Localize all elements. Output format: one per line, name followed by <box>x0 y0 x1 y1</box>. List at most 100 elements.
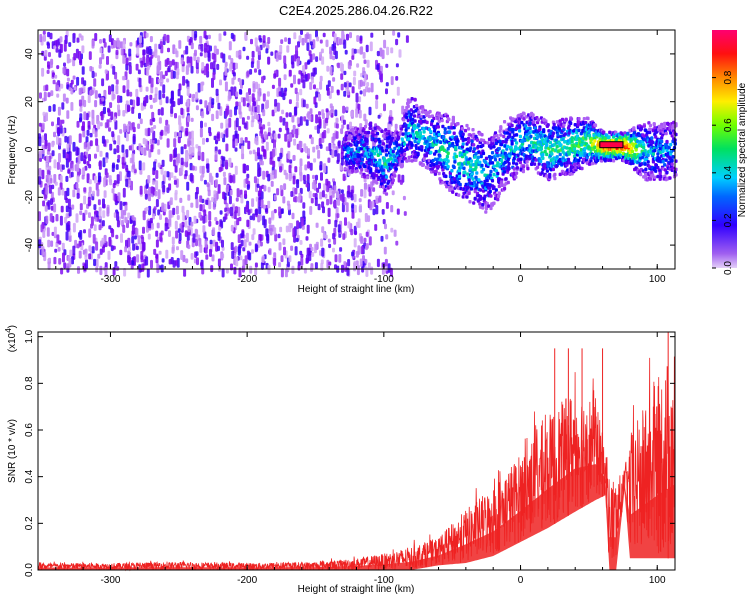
signal-cell <box>533 126 537 130</box>
signal-cell <box>473 189 477 194</box>
figure-title: C2E4.2025.286.04.26.R22 <box>279 3 433 18</box>
noise-cell <box>96 144 100 153</box>
signal-cell <box>476 155 480 160</box>
noise-cell <box>138 77 142 88</box>
signal-cell <box>525 160 529 164</box>
signal-cell <box>462 166 466 170</box>
noise-cell <box>104 267 108 277</box>
signal-cell <box>646 153 650 157</box>
noise-cell <box>200 81 204 92</box>
noise-cell <box>106 207 110 217</box>
noise-cell <box>45 215 49 224</box>
noise-cell <box>94 130 98 138</box>
noise-cell <box>259 234 263 241</box>
noise-cell <box>127 106 131 112</box>
noise-cell <box>212 203 216 210</box>
noise-cell <box>93 175 97 184</box>
signal-cell <box>481 143 485 148</box>
noise-cell <box>173 138 177 148</box>
noise-cell <box>215 88 219 96</box>
noise-cell <box>138 112 141 119</box>
signal-cell <box>515 141 519 145</box>
noise-cell <box>177 98 181 106</box>
noise-cell <box>372 140 376 149</box>
noise-cell <box>165 249 169 259</box>
noise-cell <box>353 193 357 203</box>
noise-cell <box>72 189 76 198</box>
noise-cell <box>213 45 217 54</box>
signal-cell <box>412 123 416 128</box>
noise-cell <box>38 133 41 139</box>
noise-cell <box>330 85 334 93</box>
noise-cell <box>244 255 248 266</box>
noise-cell <box>248 95 252 104</box>
signal-cell <box>467 178 471 182</box>
signal-cell <box>467 191 471 195</box>
noise-cell <box>64 216 68 224</box>
noise-cell <box>54 248 58 253</box>
signal-cell <box>569 121 573 126</box>
noise-cell <box>89 140 93 147</box>
signal-cell <box>538 127 542 131</box>
noise-cell <box>64 35 68 44</box>
noise-cell <box>350 110 354 117</box>
noise-cell <box>139 118 143 125</box>
noise-cell <box>356 35 360 42</box>
signal-cell <box>397 143 401 147</box>
signal-cell <box>372 152 377 156</box>
noise-cell <box>100 240 103 247</box>
noise-cell <box>359 123 363 129</box>
noise-cell <box>303 143 307 152</box>
noise-cell <box>235 197 239 202</box>
signal-cell <box>451 190 455 194</box>
signal-cell <box>477 178 481 182</box>
signal-cell <box>473 154 477 159</box>
noise-cell <box>201 62 205 71</box>
noise-cell <box>70 79 74 85</box>
noise-cell <box>273 257 277 267</box>
noise-cell <box>101 97 105 102</box>
noise-cell <box>174 61 178 71</box>
noise-cell <box>254 68 257 73</box>
noise-cell <box>278 242 282 251</box>
noise-cell <box>206 44 210 54</box>
signal-cell <box>651 140 655 145</box>
noise-cell <box>300 257 304 266</box>
noise-cell <box>399 179 403 185</box>
noise-cell <box>220 122 224 129</box>
noise-cell <box>72 222 76 233</box>
noise-cell <box>154 49 158 58</box>
noise-cell <box>75 146 79 156</box>
noise-cell <box>291 115 295 123</box>
noise-cell <box>395 240 399 246</box>
noise-cell <box>206 182 210 188</box>
noise-cell <box>257 147 260 157</box>
noise-cell <box>396 86 400 96</box>
noise-cell <box>283 90 287 97</box>
noise-cell <box>158 117 162 124</box>
noise-cell <box>199 165 203 174</box>
noise-cell <box>318 111 321 116</box>
noise-cell <box>58 49 62 58</box>
signal-cell <box>488 189 492 194</box>
signal-cell <box>437 119 441 124</box>
noise-cell <box>304 164 308 171</box>
noise-cell <box>180 157 184 166</box>
noise-cell <box>149 56 153 66</box>
noise-cell <box>254 37 258 47</box>
signal-cell <box>400 137 404 141</box>
noise-cell <box>303 180 307 185</box>
noise-cell <box>117 135 121 146</box>
noise-cell <box>229 63 233 72</box>
noise-cell <box>127 212 131 219</box>
noise-cell <box>226 105 230 115</box>
noise-cell <box>152 213 155 220</box>
noise-cell <box>247 140 251 150</box>
noise-cell <box>381 49 385 60</box>
noise-cell <box>103 177 107 188</box>
signal-cell <box>465 195 469 199</box>
signal-cell <box>584 121 588 125</box>
noise-cell <box>185 258 189 264</box>
noise-cell <box>244 31 248 40</box>
